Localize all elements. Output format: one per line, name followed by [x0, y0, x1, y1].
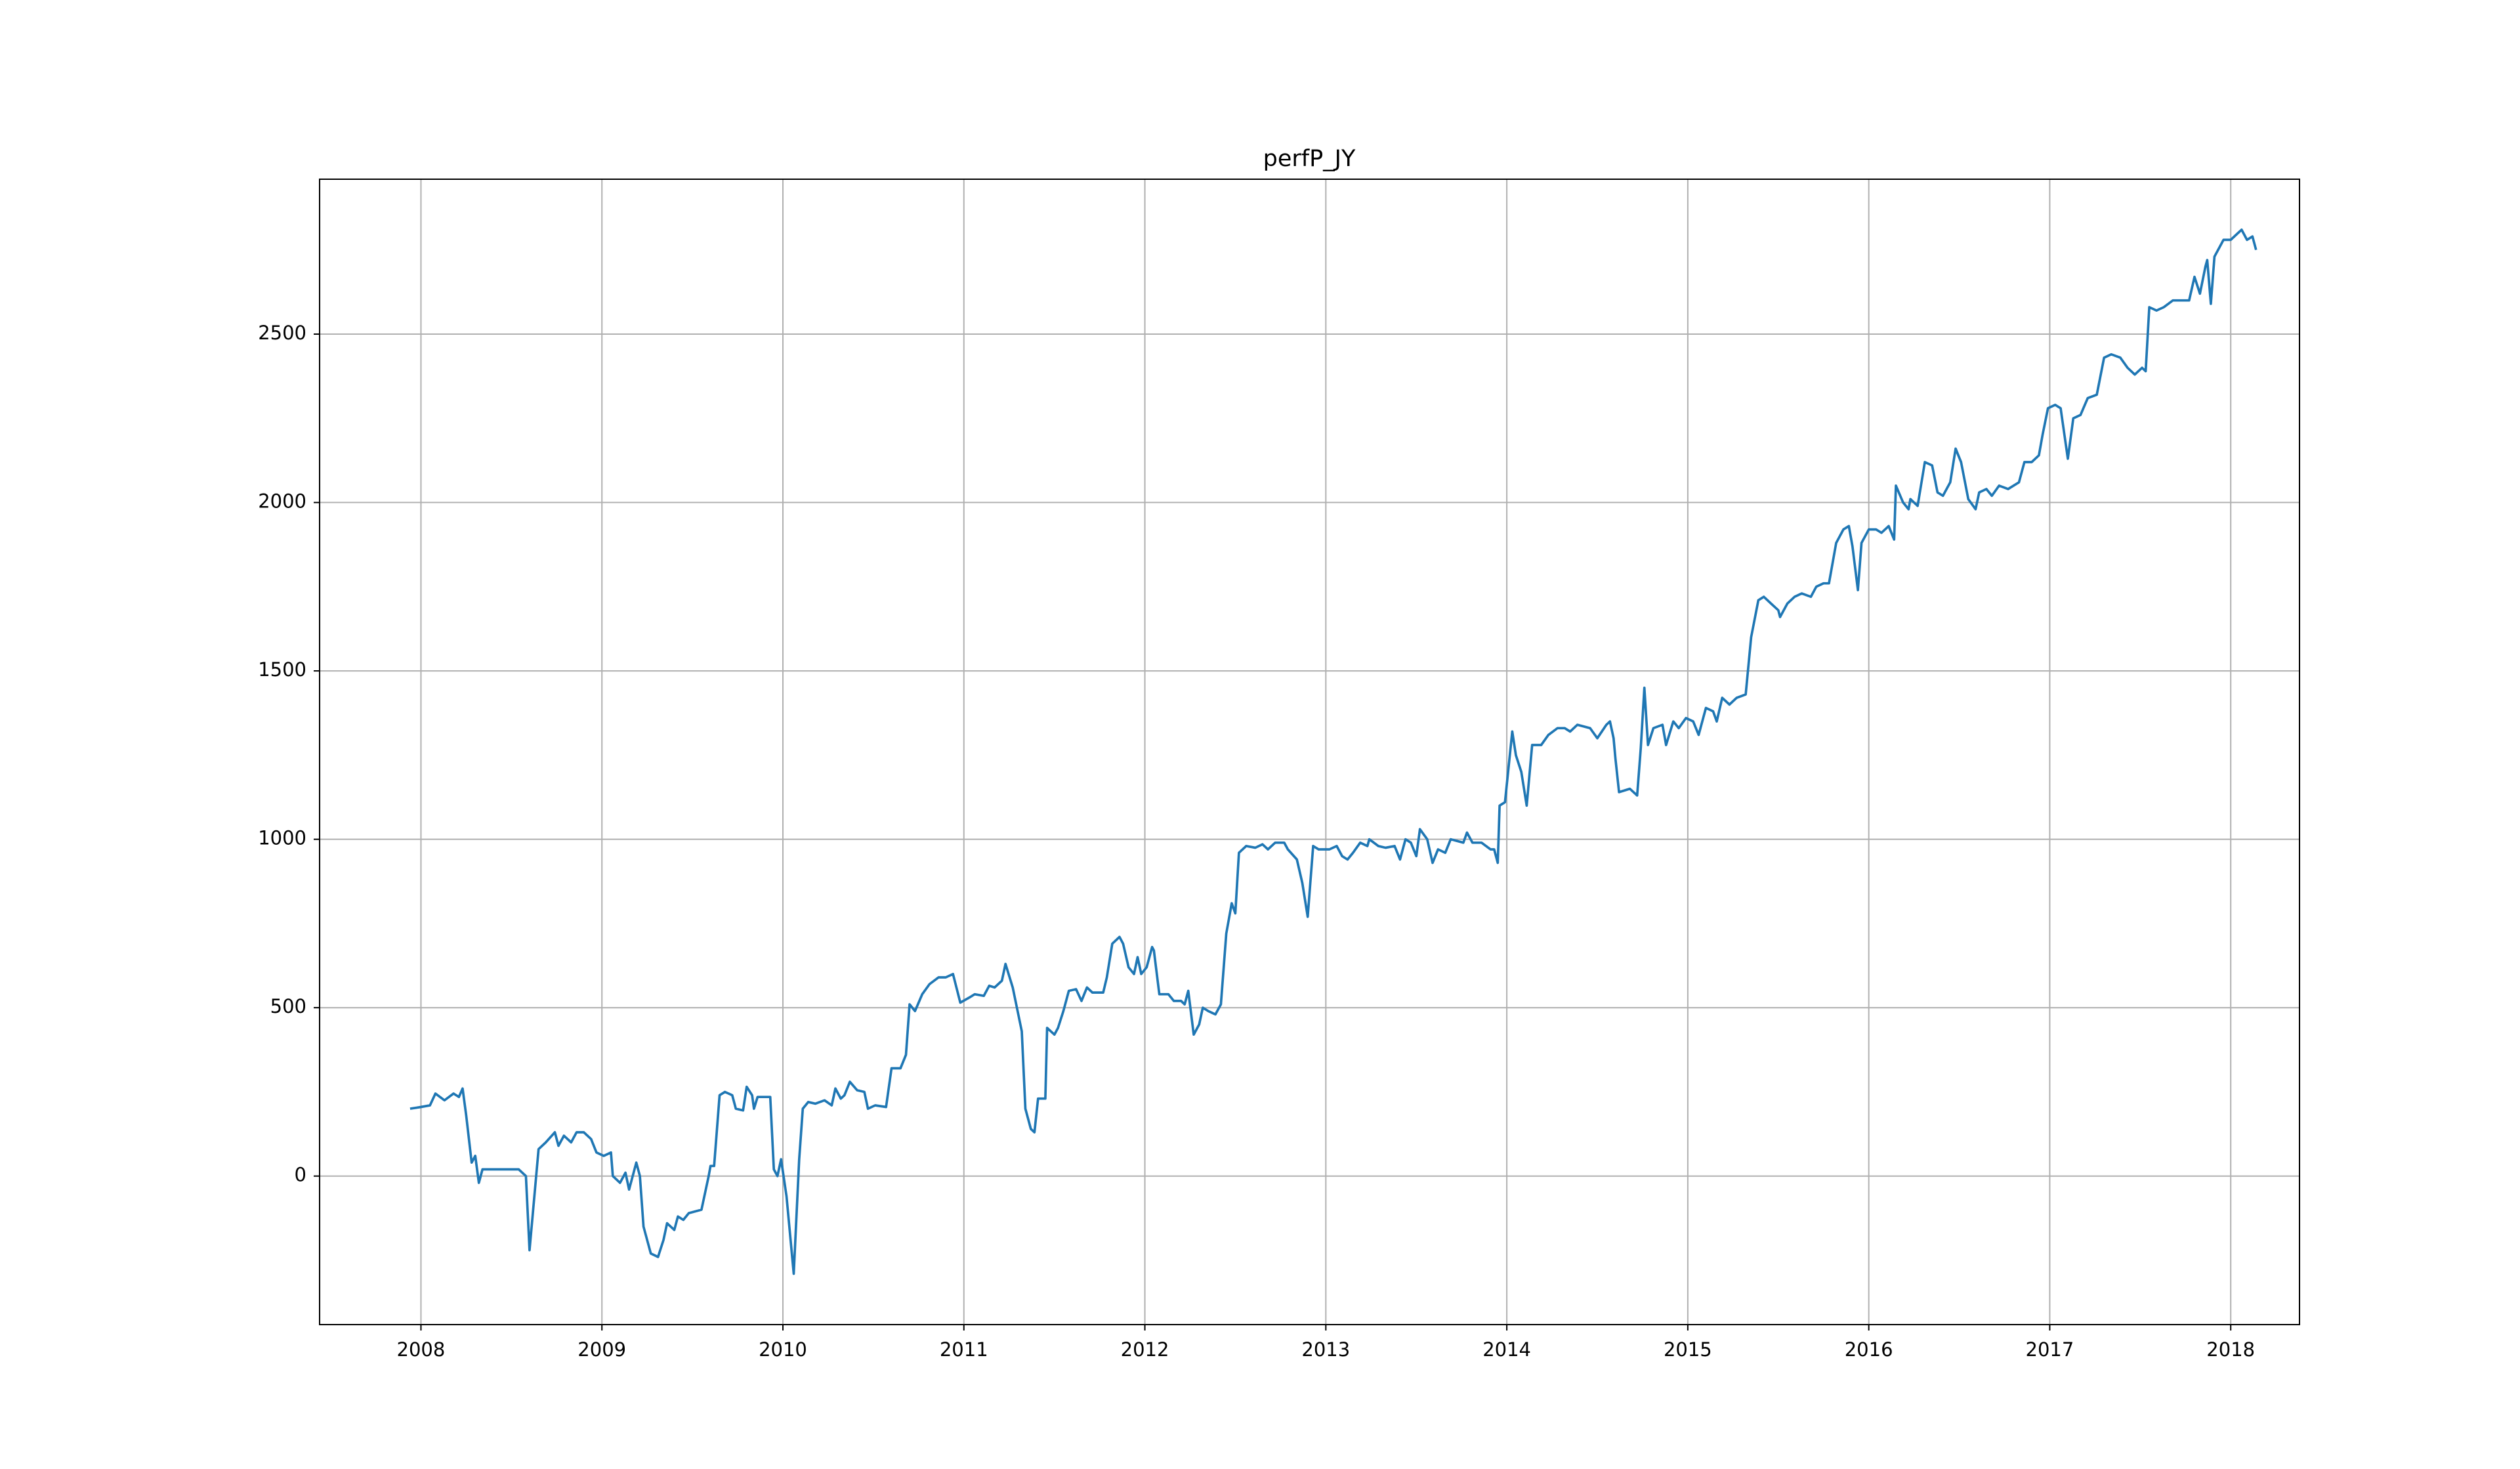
- x-tick-label: 2008: [397, 1338, 446, 1361]
- x-tick-label: 2017: [2026, 1338, 2074, 1361]
- x-tick-label: 2015: [1664, 1338, 1712, 1361]
- axes-frame: [319, 179, 2300, 1325]
- x-tick-label: 2018: [2206, 1338, 2255, 1361]
- x-tick-label: 2016: [1845, 1338, 1893, 1361]
- x-tick-label: 2009: [578, 1338, 626, 1361]
- y-tick-label: 2500: [258, 322, 306, 344]
- x-tick-label: 2010: [759, 1338, 807, 1361]
- data-line: [410, 228, 2258, 1275]
- grid: [320, 179, 2300, 1325]
- x-tick-label: 2011: [940, 1338, 988, 1361]
- x-tick-label: 2012: [1121, 1338, 1169, 1361]
- plot: [410, 228, 2258, 1275]
- y-tick-label: 1500: [258, 658, 306, 681]
- y-tick-label: 2000: [258, 490, 306, 513]
- y-tick-label: 0: [295, 1164, 306, 1186]
- chart-title: perfP_JY: [1263, 146, 1356, 172]
- y-tick-label: 500: [270, 995, 306, 1017]
- x-tick-label: 2014: [1482, 1338, 1531, 1361]
- y-tick-label: 1000: [258, 827, 306, 849]
- x-tick-label: 2013: [1301, 1338, 1350, 1361]
- ticks: 0 500 1000 1500 2000 2500 2008 2009 2010 2011 2012…: [258, 322, 2255, 1361]
